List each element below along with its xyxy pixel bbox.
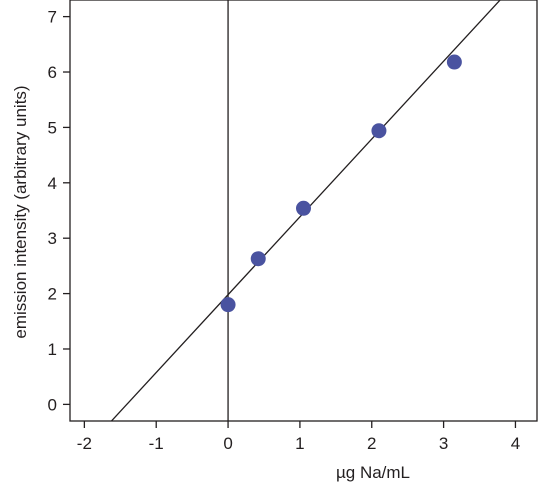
y-tick-label: 7 (48, 8, 57, 27)
x-tick-label: 2 (367, 434, 376, 453)
y-tick-label: 4 (48, 174, 57, 193)
data-point (371, 123, 387, 139)
y-tick-label: 6 (48, 63, 57, 82)
data-point (296, 200, 311, 216)
fit-line (110, 0, 501, 421)
y-tick-label: 0 (48, 395, 57, 414)
data-point (250, 251, 266, 267)
x-tick-label: 4 (511, 434, 520, 453)
y-tick-label: 1 (48, 340, 57, 359)
x-axis-label: µg Na/mL (336, 463, 410, 482)
x-tick-label: 0 (223, 434, 232, 453)
data-point (220, 297, 236, 313)
data-point (446, 54, 462, 70)
x-tick-label: -2 (77, 434, 92, 453)
x-tick-label: 1 (295, 434, 304, 453)
y-tick-label: 2 (48, 285, 57, 304)
y-axis-label: emission intensity (arbitrary units) (11, 85, 30, 338)
x-tick-label: 3 (439, 434, 448, 453)
y-tick-label: 3 (48, 229, 57, 248)
x-tick-label: -1 (149, 434, 164, 453)
plot-frame (69, 0, 538, 422)
y-tick-label: 5 (48, 118, 57, 137)
